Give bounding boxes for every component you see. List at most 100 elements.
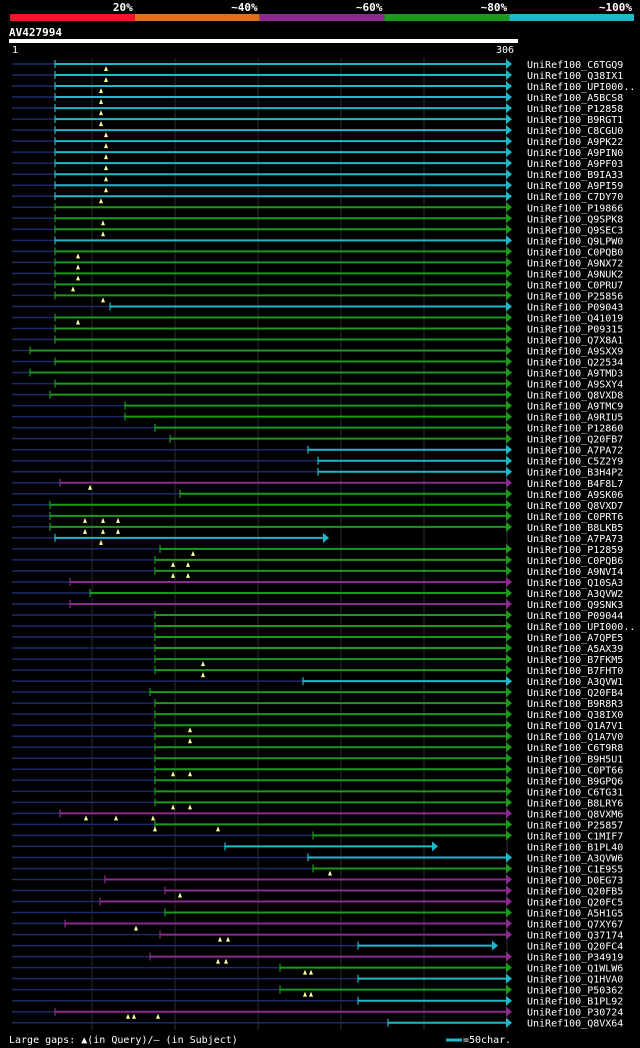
- hit-row[interactable]: UniRef100_B9RGT1: [12, 114, 623, 127]
- hit-row[interactable]: UniRef100_A9NX72: [12, 257, 623, 270]
- hit-row[interactable]: UniRef100_Q1A7V1: [12, 720, 623, 733]
- hit-row[interactable]: UniRef100_A7QPE5: [12, 632, 623, 644]
- hit-row[interactable]: UniRef100_C0PQB0: [12, 246, 623, 259]
- hit-label[interactable]: UniRef100_Q9SEC3: [527, 225, 623, 236]
- hit-label[interactable]: UniRef100_D0EG73: [527, 875, 623, 886]
- hit-label[interactable]: UniRef100_C0PRT6: [527, 512, 623, 523]
- hit-label[interactable]: UniRef100_B9R8R3: [527, 699, 623, 710]
- hit-label[interactable]: UniRef100_A9SXY4: [527, 380, 623, 391]
- hit-label[interactable]: UniRef100_A9RIU5: [527, 413, 623, 424]
- hit-row[interactable]: UniRef100_A7PA72: [12, 444, 623, 457]
- hit-row[interactable]: UniRef100_B1PL40: [12, 841, 623, 853]
- hit-label[interactable]: UniRef100_Q20FB7: [527, 435, 623, 446]
- hit-label[interactable]: UniRef100_A9TMC9: [527, 402, 623, 413]
- hit-label[interactable]: UniRef100_UPI000..: [527, 82, 635, 93]
- hit-row[interactable]: UniRef100_Q8VX64: [12, 1017, 623, 1030]
- hit-label[interactable]: UniRef100_Q38IX0: [527, 710, 623, 721]
- hit-row[interactable]: UniRef100_Q9SEC3: [12, 224, 623, 237]
- hit-label[interactable]: UniRef100_P34919: [527, 953, 623, 964]
- hit-label[interactable]: UniRef100_Q8VXM6: [527, 809, 623, 820]
- hit-label[interactable]: UniRef100_B7FKM5: [527, 655, 623, 666]
- hit-label[interactable]: UniRef100_Q10SA3: [527, 578, 623, 589]
- hit-label[interactable]: UniRef100_A3QVW6: [527, 853, 623, 864]
- hit-label[interactable]: UniRef100_Q8VXD7: [527, 501, 623, 512]
- hit-row[interactable]: UniRef100_P19866: [12, 202, 623, 214]
- hit-label[interactable]: UniRef100_A9PK22: [527, 137, 623, 148]
- hit-label[interactable]: UniRef100_A7PA73: [527, 534, 623, 545]
- hit-label[interactable]: UniRef100_A5H1G5: [527, 909, 623, 920]
- hit-row[interactable]: UniRef100_P09044: [12, 610, 623, 622]
- hit-label[interactable]: UniRef100_P19866: [527, 203, 623, 214]
- hit-row[interactable]: UniRef100_Q38IX0: [12, 709, 623, 721]
- hit-label[interactable]: UniRef100_Q22534: [527, 358, 623, 369]
- hit-row[interactable]: UniRef100_Q41019: [12, 312, 623, 325]
- hit-row[interactable]: UniRef100_C1E9S5: [12, 863, 623, 876]
- hit-row[interactable]: UniRef100_C0PQB6: [12, 554, 623, 567]
- hit-row[interactable]: UniRef100_A9TMD3: [12, 367, 623, 380]
- hit-row[interactable]: UniRef100_C6TG31: [12, 786, 623, 798]
- hit-row[interactable]: UniRef100_Q38IX1: [12, 70, 623, 83]
- hit-row[interactable]: UniRef100_A9NUK2: [12, 268, 623, 281]
- hit-label[interactable]: UniRef100_B1PL40: [527, 842, 623, 853]
- hit-row[interactable]: UniRef100_C5Z2Y9: [12, 455, 623, 468]
- hit-label[interactable]: UniRef100_Q37174: [527, 931, 623, 942]
- hit-label[interactable]: UniRef100_UPI000..: [527, 622, 635, 633]
- hit-row[interactable]: UniRef100_Q1A7V0: [12, 731, 623, 744]
- hit-label[interactable]: UniRef100_C7DY70: [527, 192, 623, 203]
- hit-row[interactable]: UniRef100_Q8VXM6: [12, 808, 623, 821]
- hit-label[interactable]: UniRef100_A7QPE5: [527, 633, 623, 644]
- hit-row[interactable]: UniRef100_A9SXX9: [12, 345, 623, 358]
- hit-row[interactable]: UniRef100_Q20FB4: [12, 687, 623, 699]
- hit-row[interactable]: UniRef100_Q20FB5: [12, 885, 623, 898]
- hit-label[interactable]: UniRef100_B8LRY6: [527, 798, 623, 809]
- hit-label[interactable]: UniRef100_B1PL92: [527, 997, 623, 1008]
- hit-label[interactable]: UniRef100_Q20FC4: [527, 942, 623, 953]
- hit-label[interactable]: UniRef100_A5BCS8: [527, 93, 623, 104]
- hit-row[interactable]: UniRef100_A5AX39: [12, 643, 623, 655]
- hit-label[interactable]: UniRef100_P09044: [527, 611, 623, 622]
- hit-label[interactable]: UniRef100_A9NX72: [527, 258, 623, 269]
- hit-label[interactable]: UniRef100_C1MIF7: [527, 831, 623, 842]
- hit-label[interactable]: UniRef100_C0PT66: [527, 765, 623, 776]
- hit-label[interactable]: UniRef100_B4F8L7: [527, 479, 623, 490]
- hit-label[interactable]: UniRef100_A9TMD3: [527, 369, 623, 380]
- hit-row[interactable]: UniRef100_B9IA33: [12, 169, 623, 182]
- hit-row[interactable]: UniRef100_B8LKB5: [12, 521, 623, 534]
- hit-row[interactable]: UniRef100_B7FHT0: [12, 665, 623, 678]
- hit-row[interactable]: UniRef100_A9NVI4: [12, 565, 623, 578]
- hit-row[interactable]: UniRef100_Q22534: [12, 356, 623, 369]
- hit-label[interactable]: UniRef100_P12859: [527, 545, 623, 556]
- hit-row[interactable]: UniRef100_A3QVW6: [12, 852, 623, 864]
- hit-label[interactable]: UniRef100_Q8VX64: [527, 1019, 623, 1030]
- hit-row[interactable]: UniRef100_A3QVW2: [12, 587, 623, 600]
- hit-row[interactable]: UniRef100_B9R8R3: [12, 698, 623, 710]
- hit-label[interactable]: UniRef100_A9PF03: [527, 159, 623, 170]
- hit-label[interactable]: UniRef100_Q20FC5: [527, 898, 623, 909]
- hit-label[interactable]: UniRef100_P25856: [527, 291, 623, 302]
- hit-row[interactable]: UniRef100_A5H1G5: [12, 907, 623, 920]
- hit-row[interactable]: UniRef100_Q9LPW0: [12, 235, 623, 247]
- hit-row[interactable]: UniRef100_A9PK22: [12, 136, 623, 149]
- hit-row[interactable]: UniRef100_B3H4P2: [12, 466, 623, 479]
- hit-row[interactable]: UniRef100_P25857: [12, 819, 623, 832]
- hit-row[interactable]: UniRef100_B9H5U1: [12, 753, 623, 765]
- hit-row[interactable]: UniRef100_C8CGU0: [12, 125, 623, 138]
- hit-row[interactable]: UniRef100_C1MIF7: [12, 830, 623, 842]
- hit-row[interactable]: UniRef100_Q20FB7: [12, 433, 623, 446]
- hit-label[interactable]: UniRef100_B8LKB5: [527, 523, 623, 534]
- hit-row[interactable]: UniRef100_P09315: [12, 323, 623, 335]
- hit-row[interactable]: UniRef100_Q8VXD7: [12, 499, 623, 512]
- hit-row[interactable]: UniRef100_A9TMC9: [12, 400, 623, 413]
- hit-row[interactable]: UniRef100_B1PL92: [12, 995, 623, 1008]
- hit-label[interactable]: UniRef100_Q1WLW6: [527, 964, 623, 975]
- hit-row[interactable]: UniRef100_Q1HVA0: [12, 973, 623, 986]
- hit-row[interactable]: UniRef100_P12858: [12, 103, 623, 116]
- hit-label[interactable]: UniRef100_B9RGT1: [527, 115, 623, 126]
- hit-row[interactable]: UniRef100_D0EG73: [12, 874, 623, 886]
- hit-label[interactable]: UniRef100_C0PQB0: [527, 247, 623, 258]
- hit-row[interactable]: UniRef100_Q8VXD8: [12, 389, 623, 402]
- hit-label[interactable]: UniRef100_Q9SNK3: [527, 600, 623, 611]
- hit-label[interactable]: UniRef100_B9H5U1: [527, 754, 623, 765]
- hit-row[interactable]: UniRef100_A7PA73: [12, 532, 623, 545]
- hit-label[interactable]: UniRef100_A9NVI4: [527, 567, 623, 578]
